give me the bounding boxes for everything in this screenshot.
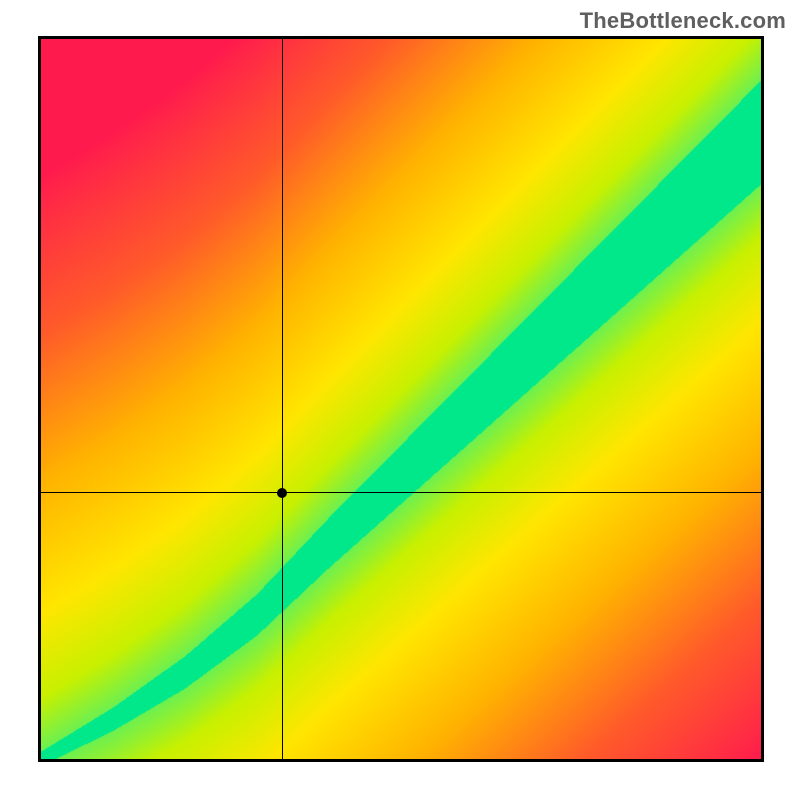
bottleneck-heatmap [41,39,761,759]
crosshair-marker-dot [277,488,287,498]
watermark-text: TheBottleneck.com [580,8,786,34]
crosshair-horizontal [41,492,761,493]
crosshair-vertical [282,39,283,759]
chart-frame [38,36,764,762]
